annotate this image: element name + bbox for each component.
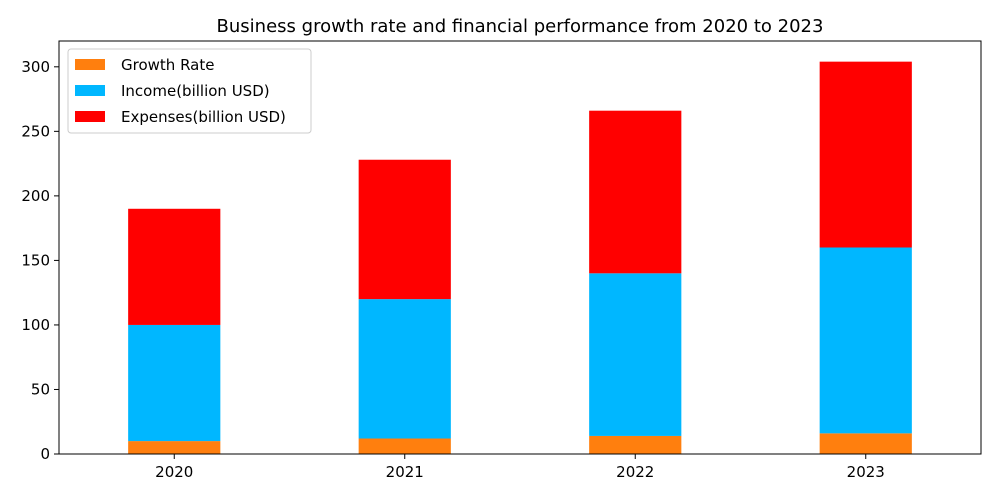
bar-2020-series-2 [128, 208, 221, 325]
bar-2020-series-0 [128, 441, 221, 454]
legend-swatch [75, 59, 105, 70]
bar-2021-series-2 [358, 159, 451, 300]
x-tick-label: 2022 [616, 463, 654, 481]
plot-frame [58, 40, 982, 455]
legend-swatch [75, 111, 105, 122]
legend-label: Expenses(billion USD) [121, 108, 286, 126]
y-tick-label: 100 [21, 316, 50, 334]
x-tick-label: 2020 [155, 463, 193, 481]
legend-label: Income(billion USD) [121, 82, 270, 100]
x-tick-label: 2021 [386, 463, 424, 481]
bar-2021-series-0 [358, 438, 451, 454]
x-tick-label: 2023 [847, 463, 885, 481]
legend: Growth Rate Income(billion USD) Expenses(b… [67, 48, 312, 134]
axes-layer: 0 50 100 150 200 250 300 2020 2021 2022 2023 [21, 40, 982, 481]
bars-layer [128, 61, 912, 454]
bar-2021-series-1 [358, 299, 451, 439]
bar-2023-series-2 [819, 61, 912, 248]
y-tick-label: 50 [31, 380, 50, 398]
bar-2023-series-1 [819, 247, 912, 434]
bar-2022-series-0 [589, 435, 682, 454]
legend-box [67, 48, 312, 134]
bar-2022-series-2 [589, 110, 682, 274]
legend-swatch [75, 85, 105, 96]
bar-2022-series-1 [589, 273, 682, 436]
bar-2023-series-0 [819, 433, 912, 454]
y-tick-label: 200 [21, 187, 50, 205]
bar-2020-series-1 [128, 324, 221, 442]
y-tick-label: 300 [21, 58, 50, 76]
chart-title: Business growth rate and financial perfo… [217, 16, 824, 37]
y-tick-label: 250 [21, 122, 50, 140]
legend-label: Growth Rate [121, 56, 214, 74]
y-tick-label: 0 [40, 445, 50, 463]
y-tick-label: 150 [21, 251, 50, 269]
